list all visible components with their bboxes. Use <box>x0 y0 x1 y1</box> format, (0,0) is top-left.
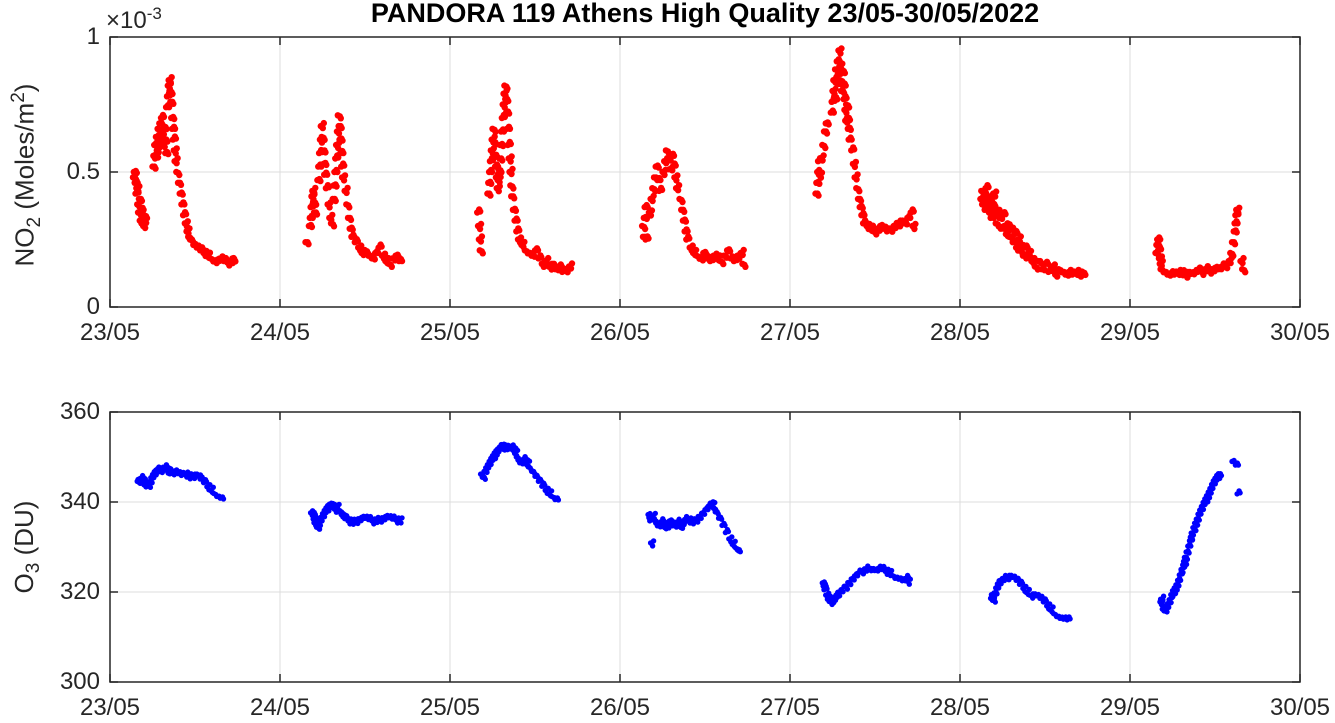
no2-scatter-plot <box>109 36 1301 308</box>
no2-y-tick-label: 0 <box>86 293 100 320</box>
o3-x-tick-label: 30/05 <box>1269 694 1331 721</box>
no2-x-tick-label: 30/05 <box>1269 319 1331 346</box>
no2-x-tick-label: 23/05 <box>79 319 141 346</box>
o3-y-tick-label: 360 <box>59 398 100 425</box>
o3-x-tick-label: 26/05 <box>589 694 651 721</box>
no2-x-tick-label: 28/05 <box>929 319 991 346</box>
exponent-base: ×10 <box>106 7 147 34</box>
o3-y-tick-label: 340 <box>59 488 100 515</box>
o3-x-tick-label: 23/05 <box>79 694 141 721</box>
o3-data-points <box>134 441 1243 623</box>
no2-x-tick-label: 27/05 <box>759 319 821 346</box>
o3-x-tick-label: 28/05 <box>929 694 991 721</box>
no2-x-tick-label: 25/05 <box>419 319 481 346</box>
o3-scatter-plot <box>109 411 1301 683</box>
o3-x-tick-label: 27/05 <box>759 694 821 721</box>
o3-x-tick-label: 25/05 <box>419 694 481 721</box>
no2-y-tick-label: 1 <box>86 23 100 50</box>
no2-x-tick-label: 29/05 <box>1099 319 1161 346</box>
o3-y-tick-label: 320 <box>59 578 100 605</box>
no2-x-tick-label: 26/05 <box>589 319 651 346</box>
no2-y-tick-label: 0.5 <box>66 158 100 185</box>
exponent-power: -3 <box>146 4 162 23</box>
o3-x-tick-label: 24/05 <box>249 694 311 721</box>
o3-y-tick-label: 300 <box>59 668 100 695</box>
chart-title: PANDORA 119 Athens High Quality 23/05-30… <box>370 0 1040 28</box>
y-axis-exponent-label: ×10-3 <box>106 4 162 35</box>
o3-x-tick-label: 29/05 <box>1099 694 1161 721</box>
no2-x-tick-label: 24/05 <box>249 319 311 346</box>
no2-data-points <box>129 45 1249 281</box>
